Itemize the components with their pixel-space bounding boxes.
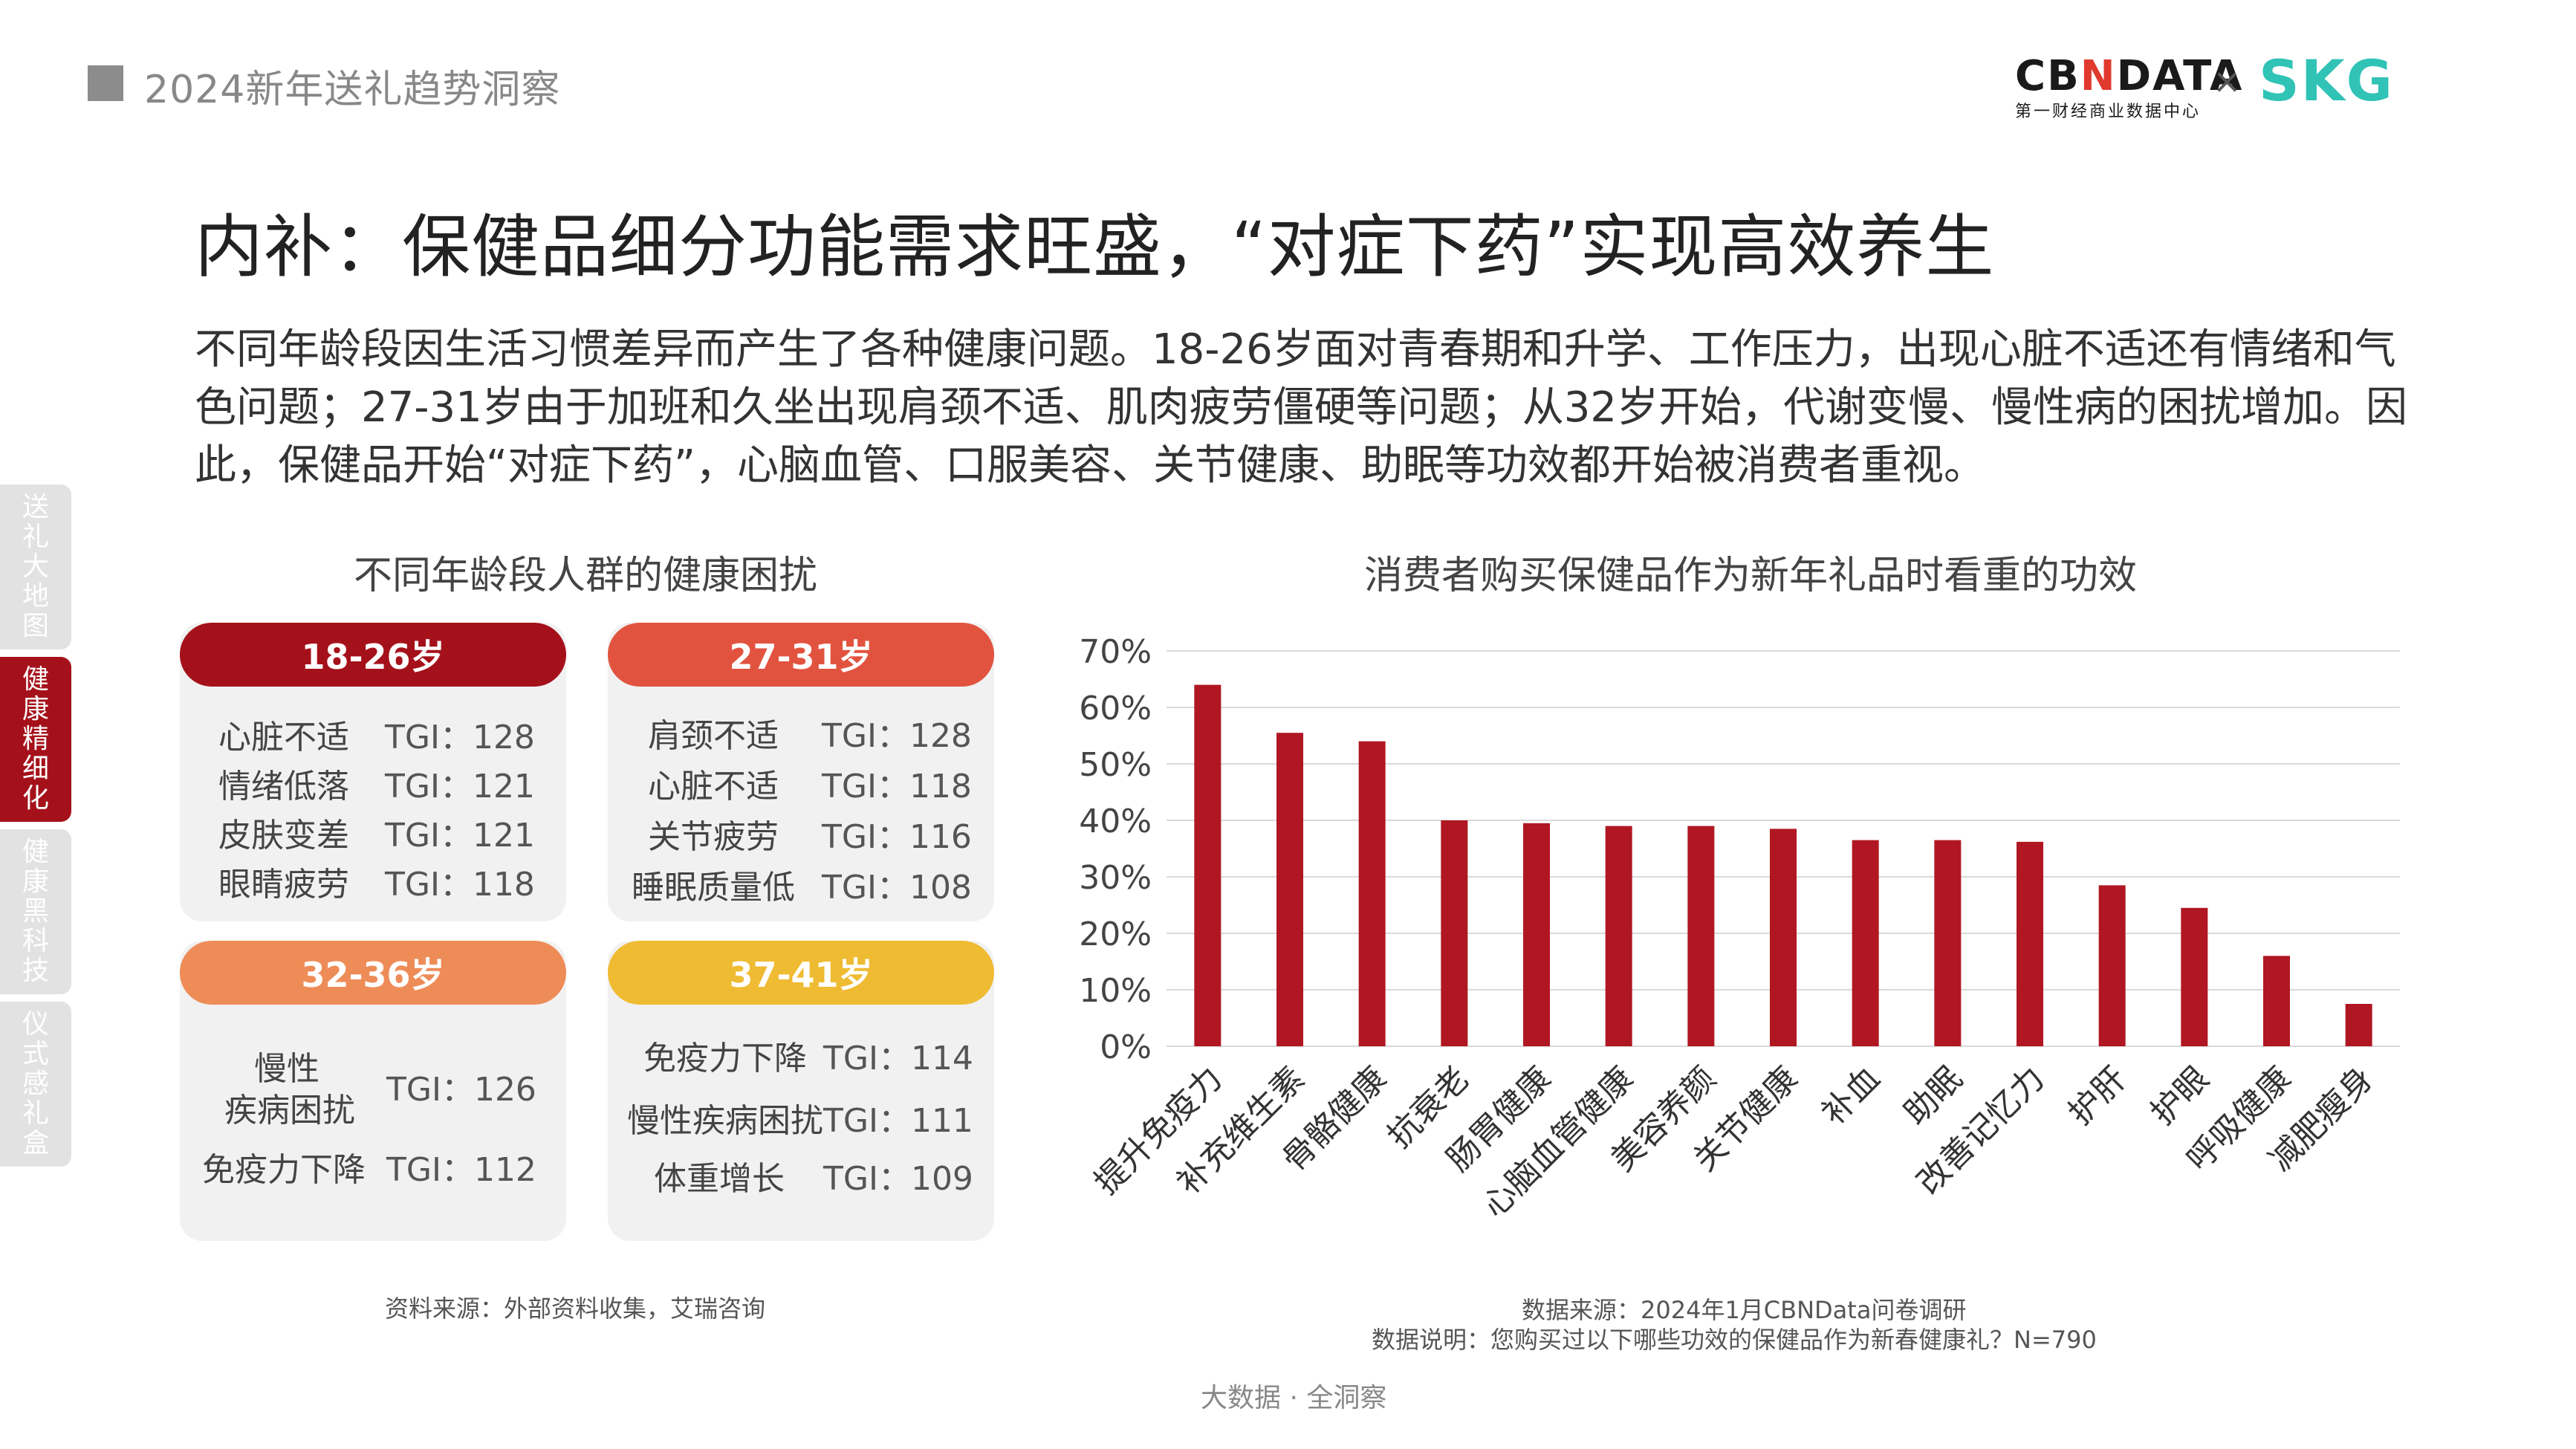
- issue-tgi: TGI：128: [822, 717, 972, 755]
- x-tick-label: 补血: [1814, 1060, 1887, 1132]
- age-card-header: 18-26岁: [180, 623, 566, 687]
- issue-name: 眼睛疲劳: [218, 866, 349, 904]
- issue-tgi: TGI：112: [386, 1151, 536, 1189]
- issue-tgi: TGI：108: [822, 869, 972, 907]
- issue-tgi: TGI：121: [385, 768, 535, 805]
- x-tick-label: 助眠: [1897, 1060, 1970, 1132]
- y-tick-label: 20%: [1079, 915, 1152, 953]
- side-tab-health-tech[interactable]: 健康黑科技: [0, 829, 71, 994]
- bar: [2181, 907, 2208, 1046]
- footer-slogan: 大数据 · 全洞察: [1201, 1383, 1387, 1413]
- issue-tgi: TGI：111: [823, 1102, 973, 1140]
- cbndata-logo: CBNDATA: [2015, 52, 2244, 100]
- y-tick-label: 50%: [1079, 746, 1152, 784]
- issue-name-line2: 疾病困扰: [224, 1092, 355, 1129]
- issue-name: 慢性: [254, 1050, 319, 1088]
- side-tab-gift-map[interactable]: 送礼大地图: [0, 484, 71, 649]
- issue-tgi: TGI：121: [385, 817, 535, 855]
- report-title: 2024新年送礼趋势洞察: [144, 68, 561, 112]
- issue-tgi: TGI：118: [822, 768, 972, 805]
- chart-source: 数据来源：2024年1月CBNData问卷调研: [1522, 1296, 1967, 1324]
- issue-name: 慢性疾病困扰: [627, 1102, 823, 1140]
- y-tick-label: 40%: [1079, 803, 1152, 840]
- bar: [1770, 829, 1797, 1046]
- bar: [1441, 820, 1468, 1046]
- issue-name: 免疫力下降: [643, 1040, 807, 1077]
- issue-name: 睡眠质量低: [632, 869, 795, 907]
- issue-name: 情绪低落: [218, 768, 349, 805]
- issue-name: 心脏不适: [218, 719, 349, 756]
- issue-tgi: TGI：116: [822, 818, 972, 856]
- age-card-32-36: 32-36岁 慢性 疾病困扰 TGI：126 免疫力下降 TGI：112: [180, 941, 566, 1241]
- cbndata-logo-subtitle: 第一财经商业数据中心: [2015, 103, 2202, 121]
- age-card-18-26: 18-26岁 心脏不适 TGI：128 情绪低落 TGI：121 皮肤变差 TG…: [180, 623, 566, 921]
- bar: [2017, 841, 2043, 1046]
- bar: [1358, 741, 1386, 1046]
- issue-tgi: TGI：128: [385, 719, 535, 756]
- issue-tgi: TGI：114: [823, 1040, 973, 1077]
- issue-tgi: TGI：118: [385, 866, 535, 904]
- chart-note: 数据说明：您购买过以下哪些功效的保健品作为新春健康礼？N=790: [1372, 1326, 2097, 1354]
- age-card-header: 27-31岁: [608, 623, 994, 687]
- age-panel-title: 不同年龄段人群的健康困扰: [354, 554, 818, 598]
- age-card-37-41: 37-41岁 免疫力下降 TGI：114 慢性疾病困扰 TGI：111 体重增长…: [608, 941, 994, 1241]
- issue-name: 心脏不适: [648, 768, 779, 805]
- x-tick-label: 护肝: [2061, 1060, 2134, 1132]
- issue-name: 皮肤变差: [218, 817, 349, 855]
- side-tab-health-refined[interactable]: 健康精细化: [0, 657, 71, 822]
- issue-name: 免疫力下降: [202, 1151, 366, 1189]
- age-card-27-31: 27-31岁 肩颈不适 TGI：128 心脏不适 TGI：118 关节疲劳 TG…: [608, 623, 994, 921]
- chart-title: 消费者购买保健品作为新年礼品时看重的功效: [1364, 554, 2138, 598]
- left-source-note: 资料来源：外部资料收集，艾瑞咨询: [385, 1294, 766, 1323]
- logo-separator: ×: [2213, 61, 2242, 101]
- x-tick-label: 护眼: [2144, 1060, 2216, 1132]
- bar: [1605, 826, 1632, 1046]
- bar: [2263, 956, 2290, 1046]
- y-tick-label: 60%: [1079, 690, 1152, 727]
- issue-name: 体重增长: [654, 1160, 785, 1198]
- y-tick-label: 70%: [1079, 633, 1152, 671]
- bar: [2098, 885, 2126, 1046]
- skg-logo: SKG: [2259, 48, 2395, 114]
- bar: [1687, 826, 1715, 1046]
- age-card-header: 32-36岁: [180, 941, 566, 1005]
- page-title: 内补：保健品细分功能需求旺盛，“对症下药”实现高效养生: [195, 207, 1995, 287]
- y-tick-label: 10%: [1079, 972, 1152, 1010]
- header-marker: [88, 65, 123, 101]
- side-tab-ritual-box[interactable]: 仪式感礼盒: [0, 1002, 71, 1167]
- issue-tgi: TGI：126: [386, 1071, 536, 1109]
- y-tick-label: 0%: [1100, 1028, 1152, 1066]
- age-card-header: 37-41岁: [608, 941, 994, 1005]
- y-tick-label: 30%: [1079, 859, 1152, 897]
- issue-name: 肩颈不适: [648, 717, 779, 755]
- bar: [2345, 1004, 2372, 1046]
- bar: [1194, 684, 1222, 1046]
- bar-chart: 0%10%20%30%40%50%60%70%提升免疫力补充维生素骨骼健康抗衰老…: [1079, 633, 2400, 1225]
- bar: [1852, 840, 1879, 1046]
- issue-name: 关节疲劳: [648, 818, 779, 856]
- bar: [1934, 840, 1962, 1046]
- issue-tgi: TGI：109: [823, 1160, 973, 1198]
- bar: [1276, 733, 1303, 1046]
- bar: [1523, 823, 1550, 1046]
- intro-paragraph: 不同年龄段因生活习惯差异而产生了各种健康问题。18-26岁面对青春期和升学、工作…: [195, 325, 2407, 490]
